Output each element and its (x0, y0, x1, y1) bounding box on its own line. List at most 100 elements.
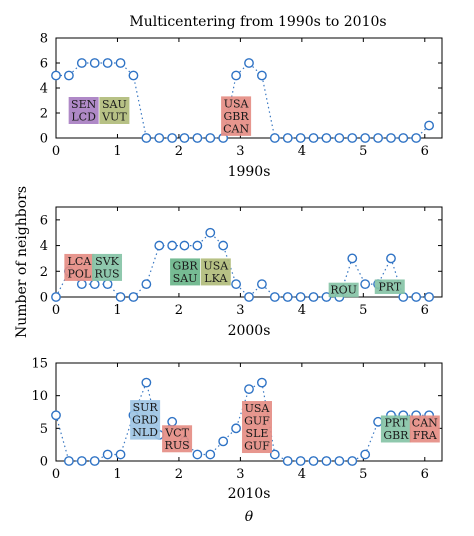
annotation-text: GBR (224, 110, 250, 123)
annotation-text: CAN (412, 416, 438, 429)
annotation-text: LKA (204, 272, 228, 285)
data-point (102, 58, 113, 68)
annotation-box (99, 97, 130, 124)
data-point (295, 456, 306, 466)
data-point (386, 253, 396, 264)
x-tick-label: 0 (52, 144, 60, 159)
data-point (321, 133, 332, 143)
annotation-box (68, 97, 99, 124)
data-point (231, 70, 241, 81)
data-point (205, 227, 216, 238)
data-point (128, 292, 139, 302)
annotation-text: SAU (102, 98, 127, 111)
theta-axis-symbol: θ (245, 509, 254, 525)
data-point (257, 70, 267, 81)
panel-2000s: 0 1 2 3 4 5 602462000sLCAPOLSVKRUSGBRSAUUSALKA… (40, 206, 443, 339)
data-point (115, 449, 126, 460)
data-point (334, 456, 345, 466)
annotation-box (221, 96, 252, 136)
data-point (295, 133, 306, 143)
annotation-text: FRA (413, 429, 438, 442)
annotation-text: SVK (95, 255, 119, 268)
data-point (360, 133, 371, 143)
data-point (76, 456, 87, 466)
data-point (115, 58, 126, 68)
data-point (373, 133, 383, 143)
y-tick-label: 0 (40, 132, 48, 147)
data-point (154, 133, 165, 143)
data-point (360, 279, 371, 290)
data-point (76, 279, 87, 290)
x-axis-label: 2010s (228, 486, 271, 502)
y-tick-label: 8 (40, 32, 48, 47)
x-tick-label: 1 (113, 467, 121, 482)
y-tick-label: 6 (40, 57, 48, 72)
data-point (231, 279, 241, 290)
x-tick-label: 5 (359, 467, 367, 482)
data-point (205, 449, 216, 460)
data-point (141, 133, 152, 143)
chart-title: Multicentering from 1990s to 2010s (129, 14, 386, 30)
data-point (179, 133, 190, 143)
data-point (51, 292, 61, 302)
data-point (424, 120, 434, 131)
x-tick-label: 6 (421, 144, 429, 159)
data-point (334, 133, 345, 143)
data-point (154, 240, 165, 251)
annotation-text: GBR (172, 259, 198, 272)
annotation-text: POL (67, 267, 91, 280)
data-point (347, 456, 358, 466)
data-point (244, 292, 254, 302)
x-tick-label: 5 (359, 303, 367, 318)
data-point (308, 292, 319, 302)
data-point (102, 279, 113, 290)
annotation-text: SEN (71, 98, 97, 111)
data-point (295, 292, 306, 302)
data-point (411, 292, 422, 302)
y-tick-label: 2 (40, 265, 48, 280)
data-point (218, 436, 229, 447)
x-tick-label: 3 (236, 467, 244, 482)
data-point (51, 410, 61, 421)
annotation-box (92, 253, 123, 281)
annotation-text: NLD (132, 426, 158, 439)
annotation-box (200, 258, 231, 286)
data-point (167, 416, 178, 427)
data-point (231, 423, 241, 434)
data-point (167, 133, 178, 143)
annotation-text: SUR (133, 401, 159, 414)
annotation-text: USA (203, 259, 229, 272)
annotation-text: PRT (384, 416, 407, 429)
x-tick-label: 3 (236, 144, 244, 159)
annotation-text: PRT (378, 280, 401, 293)
y-tick-label: 0 (40, 291, 48, 306)
y-tick-label: 2 (40, 107, 48, 122)
data-point (282, 133, 293, 143)
annotation-box (328, 282, 359, 298)
annotation-label: ROU (328, 282, 359, 298)
data-point (347, 253, 358, 264)
data-point (89, 279, 100, 290)
annotation-box (241, 401, 272, 454)
x-tick-label: 6 (421, 303, 429, 318)
x-tick-label: 2 (175, 144, 183, 159)
annotation-text: VCT (164, 426, 189, 439)
annotation-text: CAN (223, 122, 249, 135)
data-point (424, 292, 434, 302)
data-point (269, 449, 280, 460)
y-tick-label: 6 (40, 213, 48, 228)
x-axis-label: 2000s (228, 323, 271, 339)
data-point (411, 133, 422, 143)
data-point (282, 292, 293, 302)
data-point (167, 240, 178, 251)
x-tick-label: 2 (175, 303, 183, 318)
annotation-text: USA (224, 97, 250, 110)
